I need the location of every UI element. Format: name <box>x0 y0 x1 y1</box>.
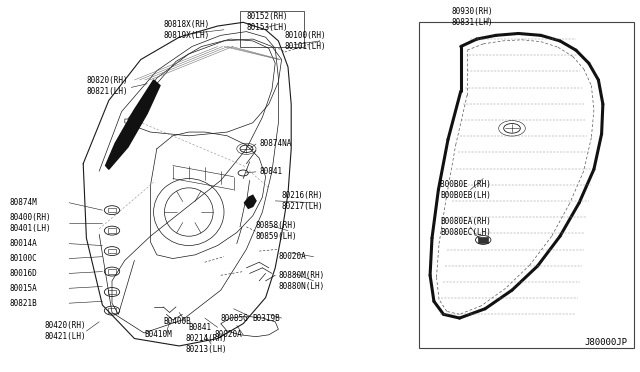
Text: 80214(RH)
80213(LH): 80214(RH) 80213(LH) <box>186 334 227 354</box>
Text: 80016D: 80016D <box>10 269 37 278</box>
Text: B0080EA(RH)
B0080EC(LH): B0080EA(RH) B0080EC(LH) <box>440 217 491 237</box>
Text: 80820(RH)
80821(LH): 80820(RH) 80821(LH) <box>86 76 128 96</box>
Text: 80015A: 80015A <box>10 284 37 293</box>
Text: 80216(RH)
80217(LH): 80216(RH) 80217(LH) <box>282 191 323 211</box>
Text: 80085G: 80085G <box>221 314 248 323</box>
Text: B0841: B0841 <box>189 323 212 332</box>
Bar <box>108 308 116 313</box>
Text: 80100C: 80100C <box>10 254 37 263</box>
Text: 80400(RH)
80401(LH): 80400(RH) 80401(LH) <box>10 213 51 233</box>
Text: B00B0E (RH)
B00B0EB(LH): B00B0E (RH) B00B0EB(LH) <box>440 180 491 200</box>
Text: 80880M(RH)
80880N(LH): 80880M(RH) 80880N(LH) <box>278 271 324 291</box>
Text: B0319B: B0319B <box>253 314 280 323</box>
Text: 80020A: 80020A <box>278 252 306 261</box>
Text: J80000JP: J80000JP <box>584 338 627 347</box>
Bar <box>108 249 116 253</box>
Text: 80420(RH)
80421(LH): 80420(RH) 80421(LH) <box>45 321 86 341</box>
Bar <box>108 290 116 294</box>
Text: 80874M: 80874M <box>10 198 37 207</box>
Text: 80020A: 80020A <box>214 330 242 339</box>
Text: 80874NA: 80874NA <box>259 139 292 148</box>
Text: 80821B: 80821B <box>10 299 37 308</box>
Text: 80100(RH)
80101(LH): 80100(RH) 80101(LH) <box>285 31 326 51</box>
Text: 80858(RH)
80859(LH): 80858(RH) 80859(LH) <box>256 221 298 241</box>
Bar <box>108 228 116 233</box>
Text: 80841: 80841 <box>259 167 282 176</box>
Polygon shape <box>106 80 160 169</box>
Text: B0410M: B0410M <box>144 330 172 339</box>
Text: 80930(RH)
80831(LH): 80930(RH) 80831(LH) <box>451 7 493 27</box>
Bar <box>108 208 116 212</box>
Bar <box>240 11 304 46</box>
Bar <box>108 269 116 274</box>
Text: B0400B: B0400B <box>163 317 191 326</box>
Text: 80152(RH)
80153(LH): 80152(RH) 80153(LH) <box>246 12 288 32</box>
Bar <box>419 22 634 348</box>
Bar <box>478 237 488 243</box>
Text: 80818X(RH)
80819X(LH): 80818X(RH) 80819X(LH) <box>163 20 209 40</box>
Text: 80014A: 80014A <box>10 239 37 248</box>
Polygon shape <box>244 195 256 208</box>
